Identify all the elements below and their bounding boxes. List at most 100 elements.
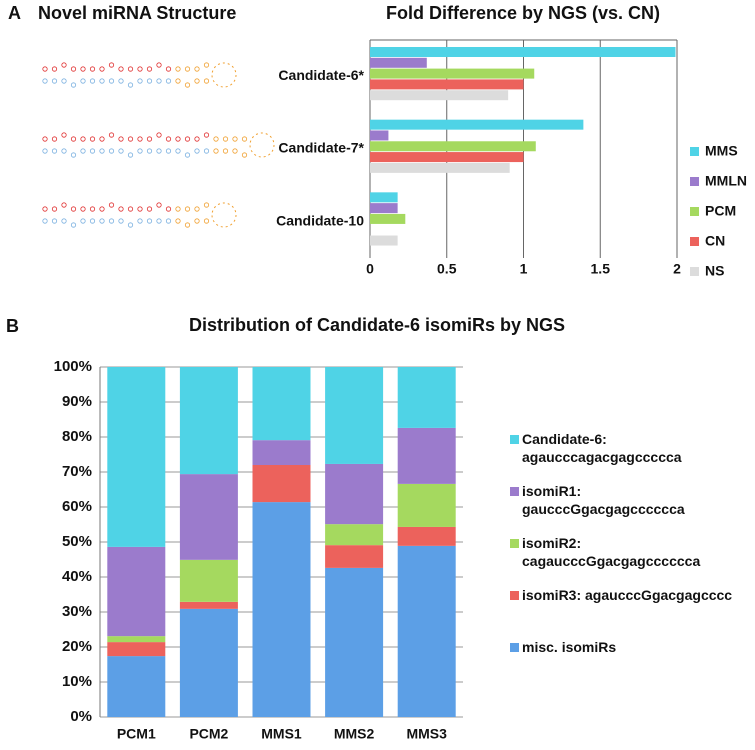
loop — [211, 62, 237, 88]
y-tick-label: 30% — [62, 603, 92, 620]
nucleotide — [203, 132, 210, 138]
nucleotide — [184, 136, 191, 142]
legend-swatch — [690, 147, 699, 156]
x-tick-label: 0.5 — [437, 261, 457, 277]
y-tick-label: 0% — [70, 708, 92, 725]
legend-label: isomiR1: gaucccGgacgagcccccca — [522, 483, 685, 517]
nucleotide — [165, 136, 172, 142]
nucleotide — [61, 202, 67, 208]
nucleotide — [184, 222, 191, 228]
nucleotide — [51, 206, 58, 212]
nucleotide — [127, 222, 134, 228]
nucleotide — [156, 148, 162, 154]
nucleotide — [80, 206, 86, 212]
legend-label: CN — [705, 233, 725, 249]
nucleotide — [175, 218, 181, 224]
legend-swatch — [690, 207, 699, 216]
nucleotide — [137, 66, 143, 72]
nucleotide — [89, 206, 96, 212]
nucleotide — [99, 218, 105, 224]
nucleotide — [213, 148, 219, 154]
nucleotide — [175, 136, 181, 142]
bar-segment — [325, 567, 384, 717]
legend-swatch — [510, 487, 519, 496]
nucleotide — [51, 78, 58, 84]
nucleotide — [108, 78, 115, 84]
bar-segment — [325, 524, 384, 546]
x-tick-label: MMS1 — [261, 726, 302, 742]
nucleotide — [89, 218, 96, 224]
bar-segment — [107, 656, 166, 717]
bar — [370, 119, 584, 130]
bar — [370, 90, 509, 101]
nucleotide — [175, 206, 181, 212]
legend-label: misc. isomiRs — [522, 639, 617, 655]
nucleotide — [165, 66, 172, 72]
legend-entry: misc. isomiRs — [522, 639, 617, 655]
nucleotide — [146, 78, 153, 84]
nucleotide — [42, 148, 48, 154]
bar-segment — [252, 367, 311, 441]
nucleotide — [194, 136, 200, 142]
nucleotide — [241, 152, 248, 158]
y-tick-label: 10% — [62, 673, 92, 690]
nucleotide — [222, 136, 229, 142]
nucleotide — [165, 206, 172, 212]
y-tick-label: 80% — [62, 428, 92, 445]
nucleotide — [127, 152, 134, 158]
bar — [370, 79, 524, 90]
legend-entry: isomiR1: gaucccGgacgagcccccca — [522, 483, 685, 517]
nucleotide — [42, 218, 48, 224]
nucleotide — [194, 206, 200, 212]
bar — [370, 47, 676, 57]
bar-segment — [397, 526, 456, 546]
nucleotide — [108, 62, 115, 68]
nucleotide — [222, 148, 229, 154]
x-tick-label: 2 — [673, 261, 681, 277]
bar-segment — [325, 545, 384, 568]
nucleotide — [213, 136, 219, 142]
nucleotide — [146, 136, 153, 142]
legend-label: PCM — [705, 203, 736, 219]
nucleotide — [89, 78, 96, 84]
nucleotide — [70, 136, 77, 142]
nucleotide — [203, 62, 210, 68]
panel-label: A — [8, 3, 21, 23]
bar — [370, 235, 398, 246]
nucleotide — [108, 148, 115, 154]
legend-label: NS — [705, 263, 724, 279]
nucleotide — [241, 136, 248, 142]
nucleotide — [118, 136, 124, 142]
nucleotide — [61, 62, 67, 68]
nucleotide — [175, 148, 181, 154]
nucleotide — [184, 66, 191, 72]
bar-segment — [252, 465, 311, 503]
nucleotide — [232, 136, 238, 142]
legend-swatch — [510, 435, 519, 444]
y-tick-label: Candidate-7* — [278, 140, 364, 156]
y-tick-label: 100% — [54, 358, 92, 375]
nucleotide — [194, 66, 200, 72]
nucleotide — [156, 202, 162, 208]
bar-segment — [397, 483, 456, 527]
nucleotide — [156, 62, 162, 68]
nucleotide — [194, 78, 200, 84]
x-tick-label: PCM1 — [117, 726, 156, 742]
nucleotide — [146, 148, 153, 154]
nucleotide — [80, 218, 86, 224]
nucleotide — [146, 206, 153, 212]
nucleotide — [42, 136, 48, 142]
bar-segment — [397, 545, 456, 717]
nucleotide — [108, 218, 115, 224]
bar-segment — [325, 463, 384, 525]
nucleotide — [51, 136, 58, 142]
nucleotide — [156, 218, 162, 224]
x-tick-label: 1 — [520, 261, 528, 277]
nucleotide — [89, 148, 96, 154]
y-tick-label: 90% — [62, 393, 92, 410]
nucleotide — [194, 218, 200, 224]
nucleotide — [51, 218, 58, 224]
nucleotide — [89, 66, 96, 72]
nucleotide — [99, 206, 105, 212]
nucleotide — [137, 78, 143, 84]
